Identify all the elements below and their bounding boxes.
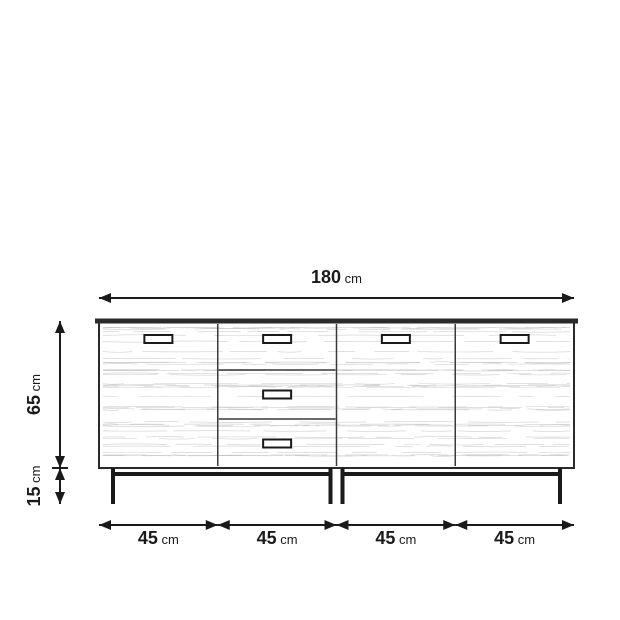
svg-text:45 cm: 45 cm bbox=[494, 528, 535, 548]
svg-text:15 cm: 15 cm bbox=[24, 466, 44, 507]
sideboard-dimension-diagram: 180 cm 65 cm 15 cm 45 cm 45 cm 45 cm 45 cm bbox=[0, 0, 620, 620]
svg-text:65 cm: 65 cm bbox=[24, 374, 44, 415]
svg-text:45 cm: 45 cm bbox=[375, 528, 416, 548]
svg-text:180 cm: 180 cm bbox=[311, 267, 362, 287]
svg-text:45 cm: 45 cm bbox=[257, 528, 298, 548]
svg-text:45 cm: 45 cm bbox=[138, 528, 179, 548]
